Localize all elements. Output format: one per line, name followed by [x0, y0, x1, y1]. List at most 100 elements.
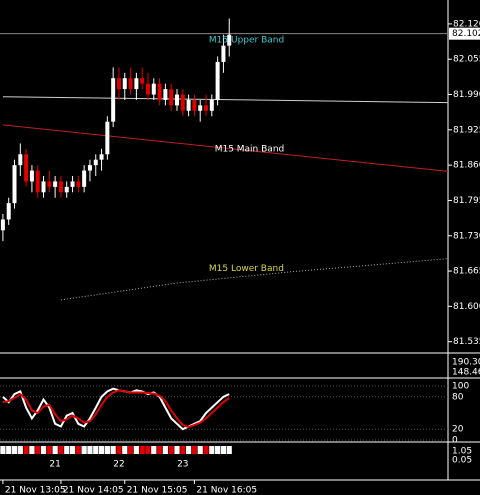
- strip-axis-label: 1.05: [452, 447, 472, 457]
- candle-body: [180, 94, 185, 111]
- candle-body: [116, 78, 121, 90]
- strip-cell: [40, 446, 47, 454]
- y-tick-label: 81.730: [453, 231, 480, 241]
- band-line: [2, 124, 448, 172]
- strip-tick-label: 21: [49, 460, 60, 470]
- candle-body: [215, 61, 220, 100]
- strip-cell: [122, 446, 128, 454]
- strip-cell: [186, 446, 192, 454]
- strip-cell: [215, 446, 221, 454]
- candle-body: [0, 219, 5, 231]
- strip-cell: [75, 446, 81, 454]
- x-tick-label: 21 Nov 15:05: [127, 486, 188, 495]
- strip-cell: [58, 446, 64, 454]
- candle-body: [227, 34, 232, 46]
- candle-body: [145, 83, 150, 95]
- strip-cell: [110, 446, 116, 454]
- indicator-tick-label: 190.30: [452, 358, 480, 368]
- strip-cell: [145, 446, 151, 454]
- strip-tick-label: 23: [177, 460, 188, 470]
- stoch-tick-label: 80: [452, 392, 464, 402]
- strip-cell: [180, 446, 186, 454]
- candle-body: [58, 181, 63, 193]
- candle-body: [29, 170, 34, 182]
- strip-tick-label: 22: [113, 460, 124, 470]
- candle-body: [221, 45, 226, 62]
- strip-cell: [87, 446, 93, 454]
- strip-cell: [162, 446, 168, 454]
- candle-body: [151, 83, 156, 95]
- strip-cell: [203, 446, 209, 454]
- strip-cell: [23, 446, 29, 454]
- strip-cell: [133, 446, 139, 454]
- stoch-line: [2, 389, 230, 429]
- stoch-tick-label: 20: [452, 425, 464, 435]
- y-tick-label: 81.990: [453, 90, 480, 100]
- band-annotation: M15 Lower Band: [209, 264, 284, 274]
- y-tick-label: 81.925: [453, 125, 480, 135]
- strip-cell: [226, 446, 232, 454]
- strip-cell: [197, 446, 203, 454]
- strip-cell: [35, 446, 41, 454]
- candle-body: [24, 154, 29, 182]
- candle-body: [41, 181, 46, 193]
- strip-cell: [46, 446, 52, 454]
- candle-body: [18, 154, 23, 166]
- strip-cell: [64, 446, 70, 454]
- strip-cell: [139, 446, 145, 454]
- candle-body: [140, 78, 145, 84]
- candle-body: [76, 181, 81, 187]
- strip-cell: [17, 446, 23, 454]
- strip-cell: [6, 446, 12, 454]
- candle-body: [82, 170, 87, 187]
- candle-body: [12, 165, 17, 204]
- candle-body: [169, 89, 174, 106]
- y-tick-label: 81.600: [453, 302, 480, 312]
- x-tick-label: 21 Nov 16:05: [196, 486, 257, 495]
- strip-cell: [209, 446, 215, 454]
- strip-cell: [174, 446, 180, 454]
- band-line: [2, 96, 448, 104]
- strip-cell: [220, 446, 227, 454]
- candle-body: [198, 105, 203, 111]
- main-plot: M15 Upper Band M15 Main Band M15 Lower Ban…: [0, 18, 448, 301]
- y-tick-label: 81.860: [453, 161, 480, 171]
- candle-body: [192, 99, 197, 111]
- candle-body: [99, 154, 104, 160]
- candle-body: [163, 89, 168, 100]
- candle-body: [47, 181, 52, 187]
- candle-body: [128, 78, 133, 90]
- strip-cell: [127, 446, 134, 454]
- strip-cell: [81, 446, 87, 454]
- strip-cell: [156, 446, 163, 454]
- x-tick-label: 21 Nov 13:05: [5, 486, 66, 495]
- current-price-box: [449, 27, 480, 40]
- candle-body: [64, 186, 69, 193]
- strip-cell: [104, 446, 110, 454]
- strip-cell: [69, 446, 76, 454]
- candle-body: [122, 78, 127, 90]
- candle-body: [209, 99, 214, 111]
- candle-body: [134, 78, 139, 90]
- x-tick-label: 21 Nov 14:05: [63, 486, 124, 495]
- candle-body: [174, 94, 179, 106]
- strip-cell: [116, 446, 122, 454]
- indicator-tick-label: 148.46: [452, 368, 480, 378]
- strip-cell: [52, 446, 58, 454]
- candle-body: [53, 181, 58, 187]
- candle-body: [204, 105, 209, 111]
- band-annotation: M15 Upper Band: [209, 36, 284, 46]
- candle-body: [6, 203, 11, 220]
- stoch-line: [2, 387, 230, 431]
- candle-body: [111, 78, 116, 122]
- strip-cell: [11, 446, 18, 454]
- candle-body: [93, 159, 98, 166]
- candle-body: [186, 99, 191, 111]
- current-price-label: 82.102: [452, 29, 480, 39]
- strip-cell: [98, 446, 105, 454]
- candle-body: [105, 121, 110, 155]
- strip-cell: [151, 446, 157, 454]
- strip-axis-label: 0.05: [452, 456, 472, 466]
